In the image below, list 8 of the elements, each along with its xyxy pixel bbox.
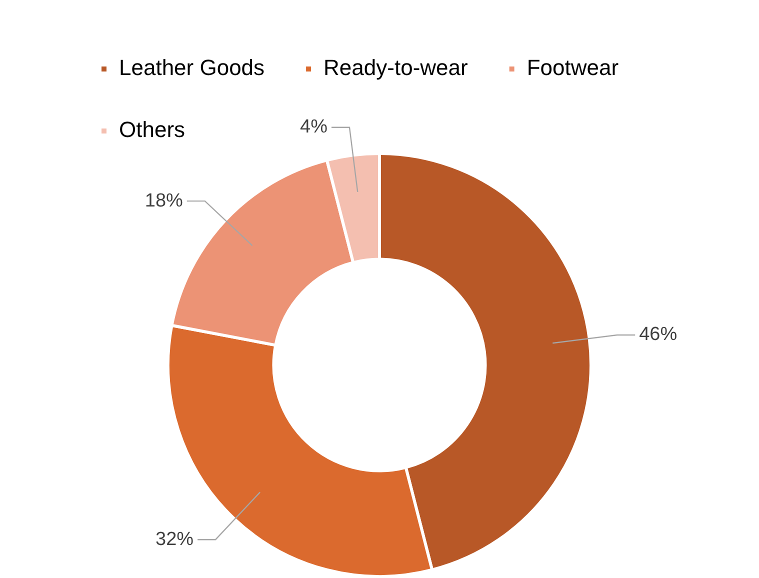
- legend-label: Footwear: [526, 55, 619, 80]
- data-label: 4%: [300, 116, 328, 138]
- data-label: 46%: [639, 324, 678, 346]
- data-label: 32%: [156, 528, 194, 550]
- legend-label: Ready-to-wear: [324, 55, 468, 80]
- legend-label: Others: [119, 117, 186, 142]
- legend-label: Leather Goods: [119, 55, 265, 80]
- data-label: 18%: [144, 190, 184, 212]
